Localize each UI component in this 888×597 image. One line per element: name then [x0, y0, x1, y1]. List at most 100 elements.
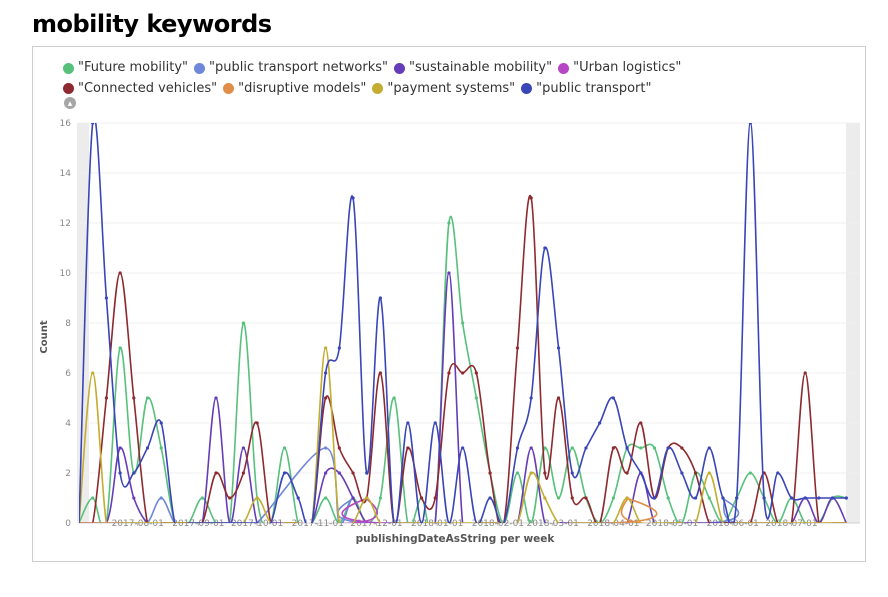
- data-point[interactable]: [118, 446, 122, 450]
- data-point[interactable]: [337, 346, 341, 350]
- data-point[interactable]: [324, 371, 328, 375]
- data-point[interactable]: [598, 421, 602, 425]
- data-point[interactable]: [666, 496, 670, 500]
- data-point[interactable]: [241, 471, 246, 475]
- data-point[interactable]: [159, 496, 163, 500]
- data-point[interactable]: [447, 371, 451, 375]
- data-point[interactable]: [228, 496, 232, 500]
- data-point[interactable]: [104, 296, 109, 300]
- data-point[interactable]: [255, 421, 259, 425]
- data-point[interactable]: [543, 446, 547, 450]
- data-point[interactable]: [365, 471, 369, 475]
- data-point[interactable]: [652, 496, 657, 500]
- data-point[interactable]: [324, 496, 328, 500]
- data-point[interactable]: [433, 421, 437, 425]
- data-point[interactable]: [145, 396, 150, 400]
- data-point[interactable]: [707, 446, 711, 450]
- data-point[interactable]: [447, 271, 451, 275]
- series-line[interactable]: [79, 194, 847, 537]
- series-line[interactable]: [79, 272, 848, 542]
- data-point[interactable]: [351, 496, 355, 500]
- legend-item[interactable]: "Urban logistics": [558, 59, 681, 77]
- data-point[interactable]: [707, 496, 711, 500]
- data-point[interactable]: [515, 446, 520, 450]
- data-point[interactable]: [680, 446, 684, 450]
- legend-item[interactable]: "public transport networks": [194, 59, 388, 77]
- data-point[interactable]: [570, 446, 574, 450]
- data-point[interactable]: [543, 471, 547, 475]
- data-point[interactable]: [392, 396, 396, 400]
- data-point[interactable]: [625, 446, 629, 450]
- data-point[interactable]: [844, 496, 848, 500]
- data-point[interactable]: [611, 446, 615, 450]
- data-point[interactable]: [214, 471, 218, 475]
- data-point[interactable]: [118, 271, 122, 275]
- legend-item[interactable]: "payment systems": [372, 80, 515, 98]
- legend-collapse-button[interactable]: ▴: [64, 97, 76, 109]
- data-point[interactable]: [529, 196, 533, 200]
- data-point[interactable]: [145, 446, 150, 450]
- data-point[interactable]: [817, 496, 821, 500]
- data-point[interactable]: [132, 496, 136, 500]
- data-point[interactable]: [625, 471, 629, 475]
- data-point[interactable]: [337, 471, 341, 475]
- series-line[interactable]: [79, 497, 847, 525]
- data-point[interactable]: [543, 496, 547, 500]
- data-point[interactable]: [406, 446, 410, 450]
- data-point[interactable]: [241, 446, 246, 450]
- data-point[interactable]: [748, 121, 752, 125]
- data-point[interactable]: [515, 471, 520, 475]
- data-point[interactable]: [803, 496, 807, 500]
- data-point[interactable]: [556, 396, 561, 400]
- data-point[interactable]: [515, 346, 520, 350]
- data-point[interactable]: [132, 471, 136, 475]
- data-point[interactable]: [584, 446, 588, 450]
- data-point[interactable]: [680, 471, 684, 475]
- data-point[interactable]: [529, 446, 533, 450]
- data-point[interactable]: [365, 496, 369, 500]
- data-point[interactable]: [693, 496, 698, 500]
- data-point[interactable]: [461, 446, 465, 450]
- data-point[interactable]: [378, 371, 383, 375]
- data-point[interactable]: [830, 496, 835, 500]
- data-point[interactable]: [91, 496, 95, 500]
- data-point[interactable]: [378, 496, 383, 500]
- data-point[interactable]: [351, 471, 355, 475]
- data-point[interactable]: [118, 471, 122, 475]
- series-line[interactable]: [79, 117, 847, 530]
- data-point[interactable]: [639, 446, 643, 450]
- data-point[interactable]: [735, 496, 739, 500]
- data-point[interactable]: [433, 496, 437, 500]
- data-point[interactable]: [159, 446, 163, 450]
- data-point[interactable]: [776, 471, 780, 475]
- data-point[interactable]: [324, 396, 328, 400]
- data-point[interactable]: [584, 496, 588, 500]
- data-point[interactable]: [324, 346, 328, 350]
- data-point[interactable]: [639, 471, 643, 475]
- data-point[interactable]: [91, 371, 95, 375]
- data-point[interactable]: [625, 496, 629, 500]
- data-point[interactable]: [666, 446, 670, 450]
- data-point[interactable]: [721, 496, 725, 500]
- data-point[interactable]: [159, 421, 163, 425]
- data-point[interactable]: [461, 371, 465, 375]
- data-point[interactable]: [282, 471, 287, 475]
- data-point[interactable]: [488, 471, 492, 475]
- legend-item[interactable]: "disruptive models": [223, 80, 366, 98]
- legend-item[interactable]: "Connected vehicles": [63, 80, 217, 98]
- data-point[interactable]: [474, 371, 478, 375]
- legend-item[interactable]: "sustainable mobility": [393, 59, 552, 77]
- data-point[interactable]: [611, 396, 615, 400]
- data-point[interactable]: [652, 446, 657, 450]
- data-point[interactable]: [556, 346, 561, 350]
- data-point[interactable]: [474, 396, 478, 400]
- legend-item[interactable]: "public transport": [521, 80, 651, 98]
- data-point[interactable]: [461, 321, 465, 325]
- data-point[interactable]: [419, 496, 424, 500]
- data-point[interactable]: [570, 471, 574, 475]
- data-point[interactable]: [282, 446, 287, 450]
- data-point[interactable]: [447, 221, 451, 225]
- data-point[interactable]: [104, 396, 109, 400]
- legend-item[interactable]: "Future mobility": [63, 59, 188, 77]
- data-point[interactable]: [803, 371, 807, 375]
